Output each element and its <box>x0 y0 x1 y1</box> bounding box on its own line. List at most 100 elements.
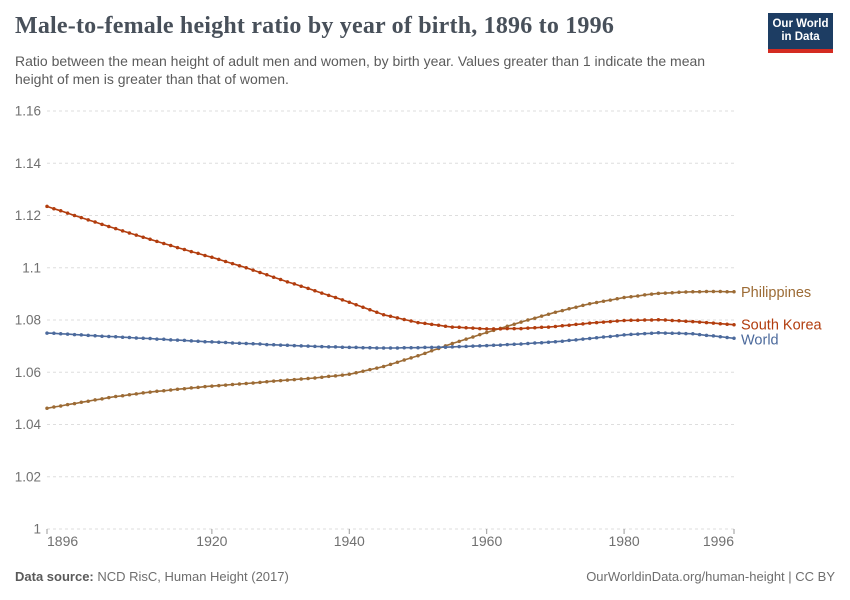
series-marker <box>478 326 482 331</box>
series-marker <box>471 344 475 348</box>
y-tick-label-1.16: 1.16 <box>15 104 41 119</box>
series-marker <box>93 220 97 224</box>
series-marker <box>148 390 152 394</box>
series-marker <box>52 206 56 211</box>
series-marker <box>649 331 654 336</box>
series-marker <box>306 376 310 381</box>
data-source: Data source: NCD RisC, Human Height (201… <box>15 569 289 584</box>
series-marker <box>127 231 132 235</box>
series-marker <box>223 383 228 387</box>
series-marker <box>691 319 695 324</box>
series-marker <box>711 289 716 294</box>
series-marker <box>258 342 262 346</box>
series-marker <box>230 261 235 266</box>
series-marker <box>649 318 654 322</box>
x-tick-label-1996: 1996 <box>703 533 734 549</box>
series-marker <box>340 373 345 377</box>
series-marker <box>505 326 510 331</box>
series-marker <box>86 333 90 338</box>
series-marker <box>491 343 496 348</box>
series-marker <box>258 380 262 385</box>
series-marker <box>429 349 434 353</box>
series-marker <box>313 344 317 349</box>
y-tick-label-1.12: 1.12 <box>15 208 41 223</box>
series-marker <box>436 323 441 327</box>
series-marker <box>560 308 565 313</box>
series-marker <box>182 386 187 391</box>
series-marker <box>533 326 537 330</box>
x-tick-label-1960: 1960 <box>471 533 502 549</box>
series-marker <box>560 339 565 343</box>
series-label-philippines[interactable]: Philippines <box>741 285 811 301</box>
series-marker <box>65 402 70 407</box>
series-marker <box>539 314 544 318</box>
series-marker <box>79 400 84 405</box>
series-marker <box>429 322 434 327</box>
series-label-world[interactable]: World <box>741 333 779 349</box>
series-marker <box>230 382 235 387</box>
series-marker <box>361 345 365 350</box>
series-marker <box>244 341 248 346</box>
series-marker <box>65 211 70 215</box>
series-marker <box>333 374 338 378</box>
series-marker <box>636 318 640 323</box>
series-marker <box>203 339 207 344</box>
series-marker <box>203 384 207 389</box>
series-marker <box>670 318 674 323</box>
series-marker <box>725 322 729 326</box>
series-marker <box>292 343 297 348</box>
series-marker <box>175 338 180 342</box>
series-marker <box>409 345 413 350</box>
series-marker <box>498 327 503 331</box>
series-marker <box>326 374 331 379</box>
series-marker <box>120 335 125 339</box>
series-marker <box>519 342 523 346</box>
series-marker <box>381 313 386 317</box>
series-marker <box>182 247 187 252</box>
series-marker <box>155 337 159 341</box>
series-marker <box>663 318 668 322</box>
series-marker <box>546 340 551 344</box>
series-marker <box>65 332 70 336</box>
owid-logo[interactable]: Our World in Data <box>768 13 833 53</box>
data-source-label: Data source: <box>15 569 94 584</box>
series-marker <box>711 321 716 325</box>
series-marker <box>354 345 358 350</box>
series-marker <box>443 324 448 329</box>
series-marker <box>505 342 510 347</box>
series-marker <box>615 319 619 323</box>
series-marker <box>306 344 310 348</box>
series-marker <box>196 251 200 256</box>
series-marker <box>587 336 592 341</box>
series-marker <box>333 295 338 300</box>
series-marker <box>265 379 269 384</box>
series-marker <box>484 330 489 335</box>
series-marker <box>168 243 173 248</box>
series-marker <box>217 257 221 262</box>
series-marker <box>526 341 530 346</box>
owid-cc-by-link[interactable]: OurWorldinData.org/human-height | CC BY <box>586 569 835 584</box>
series-marker <box>79 215 84 220</box>
series-marker <box>375 310 379 314</box>
series-marker <box>162 389 166 393</box>
series-marker <box>684 331 688 336</box>
series-marker <box>340 298 345 302</box>
series-label-south-korea[interactable]: South Korea <box>741 318 823 334</box>
y-tick-label-1.04: 1.04 <box>15 417 42 432</box>
series-marker <box>608 298 613 302</box>
series-marker <box>642 293 647 297</box>
series-marker <box>636 294 640 298</box>
series-marker <box>58 404 63 408</box>
series-marker <box>52 405 56 409</box>
series-marker <box>230 341 235 345</box>
series-marker <box>285 343 290 348</box>
series-marker <box>615 333 619 338</box>
series-marker <box>629 294 633 299</box>
series-marker <box>58 332 63 336</box>
series-marker <box>299 344 303 348</box>
series-marker <box>148 336 152 341</box>
series-marker <box>210 255 214 260</box>
series-marker <box>141 391 145 395</box>
series-marker <box>574 338 578 342</box>
series-marker <box>127 335 132 340</box>
